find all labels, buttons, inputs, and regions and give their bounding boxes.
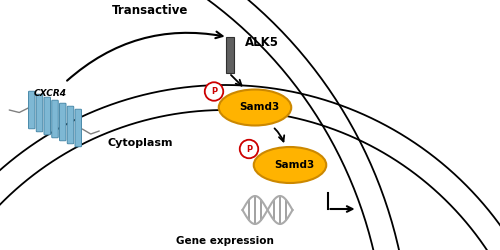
FancyBboxPatch shape [60, 103, 66, 141]
Text: ALK5: ALK5 [245, 36, 279, 49]
Circle shape [205, 82, 223, 101]
FancyBboxPatch shape [44, 97, 51, 135]
Bar [226, 38, 234, 72]
Text: Gene expression: Gene expression [176, 236, 274, 246]
Text: Samd3: Samd3 [239, 102, 279, 113]
FancyBboxPatch shape [68, 106, 74, 144]
Text: Cytoplasm: Cytoplasm [107, 138, 173, 147]
Text: Samd3: Samd3 [274, 160, 314, 170]
Text: CXCR4: CXCR4 [34, 88, 66, 98]
Ellipse shape [254, 147, 326, 183]
FancyBboxPatch shape [28, 91, 35, 129]
Ellipse shape [218, 90, 291, 126]
Text: Transactive: Transactive [112, 4, 188, 16]
FancyBboxPatch shape [75, 109, 82, 147]
FancyBboxPatch shape [36, 94, 43, 132]
Text: P: P [211, 87, 217, 96]
FancyBboxPatch shape [52, 100, 58, 138]
Text: P: P [246, 144, 252, 154]
Circle shape [240, 140, 258, 158]
